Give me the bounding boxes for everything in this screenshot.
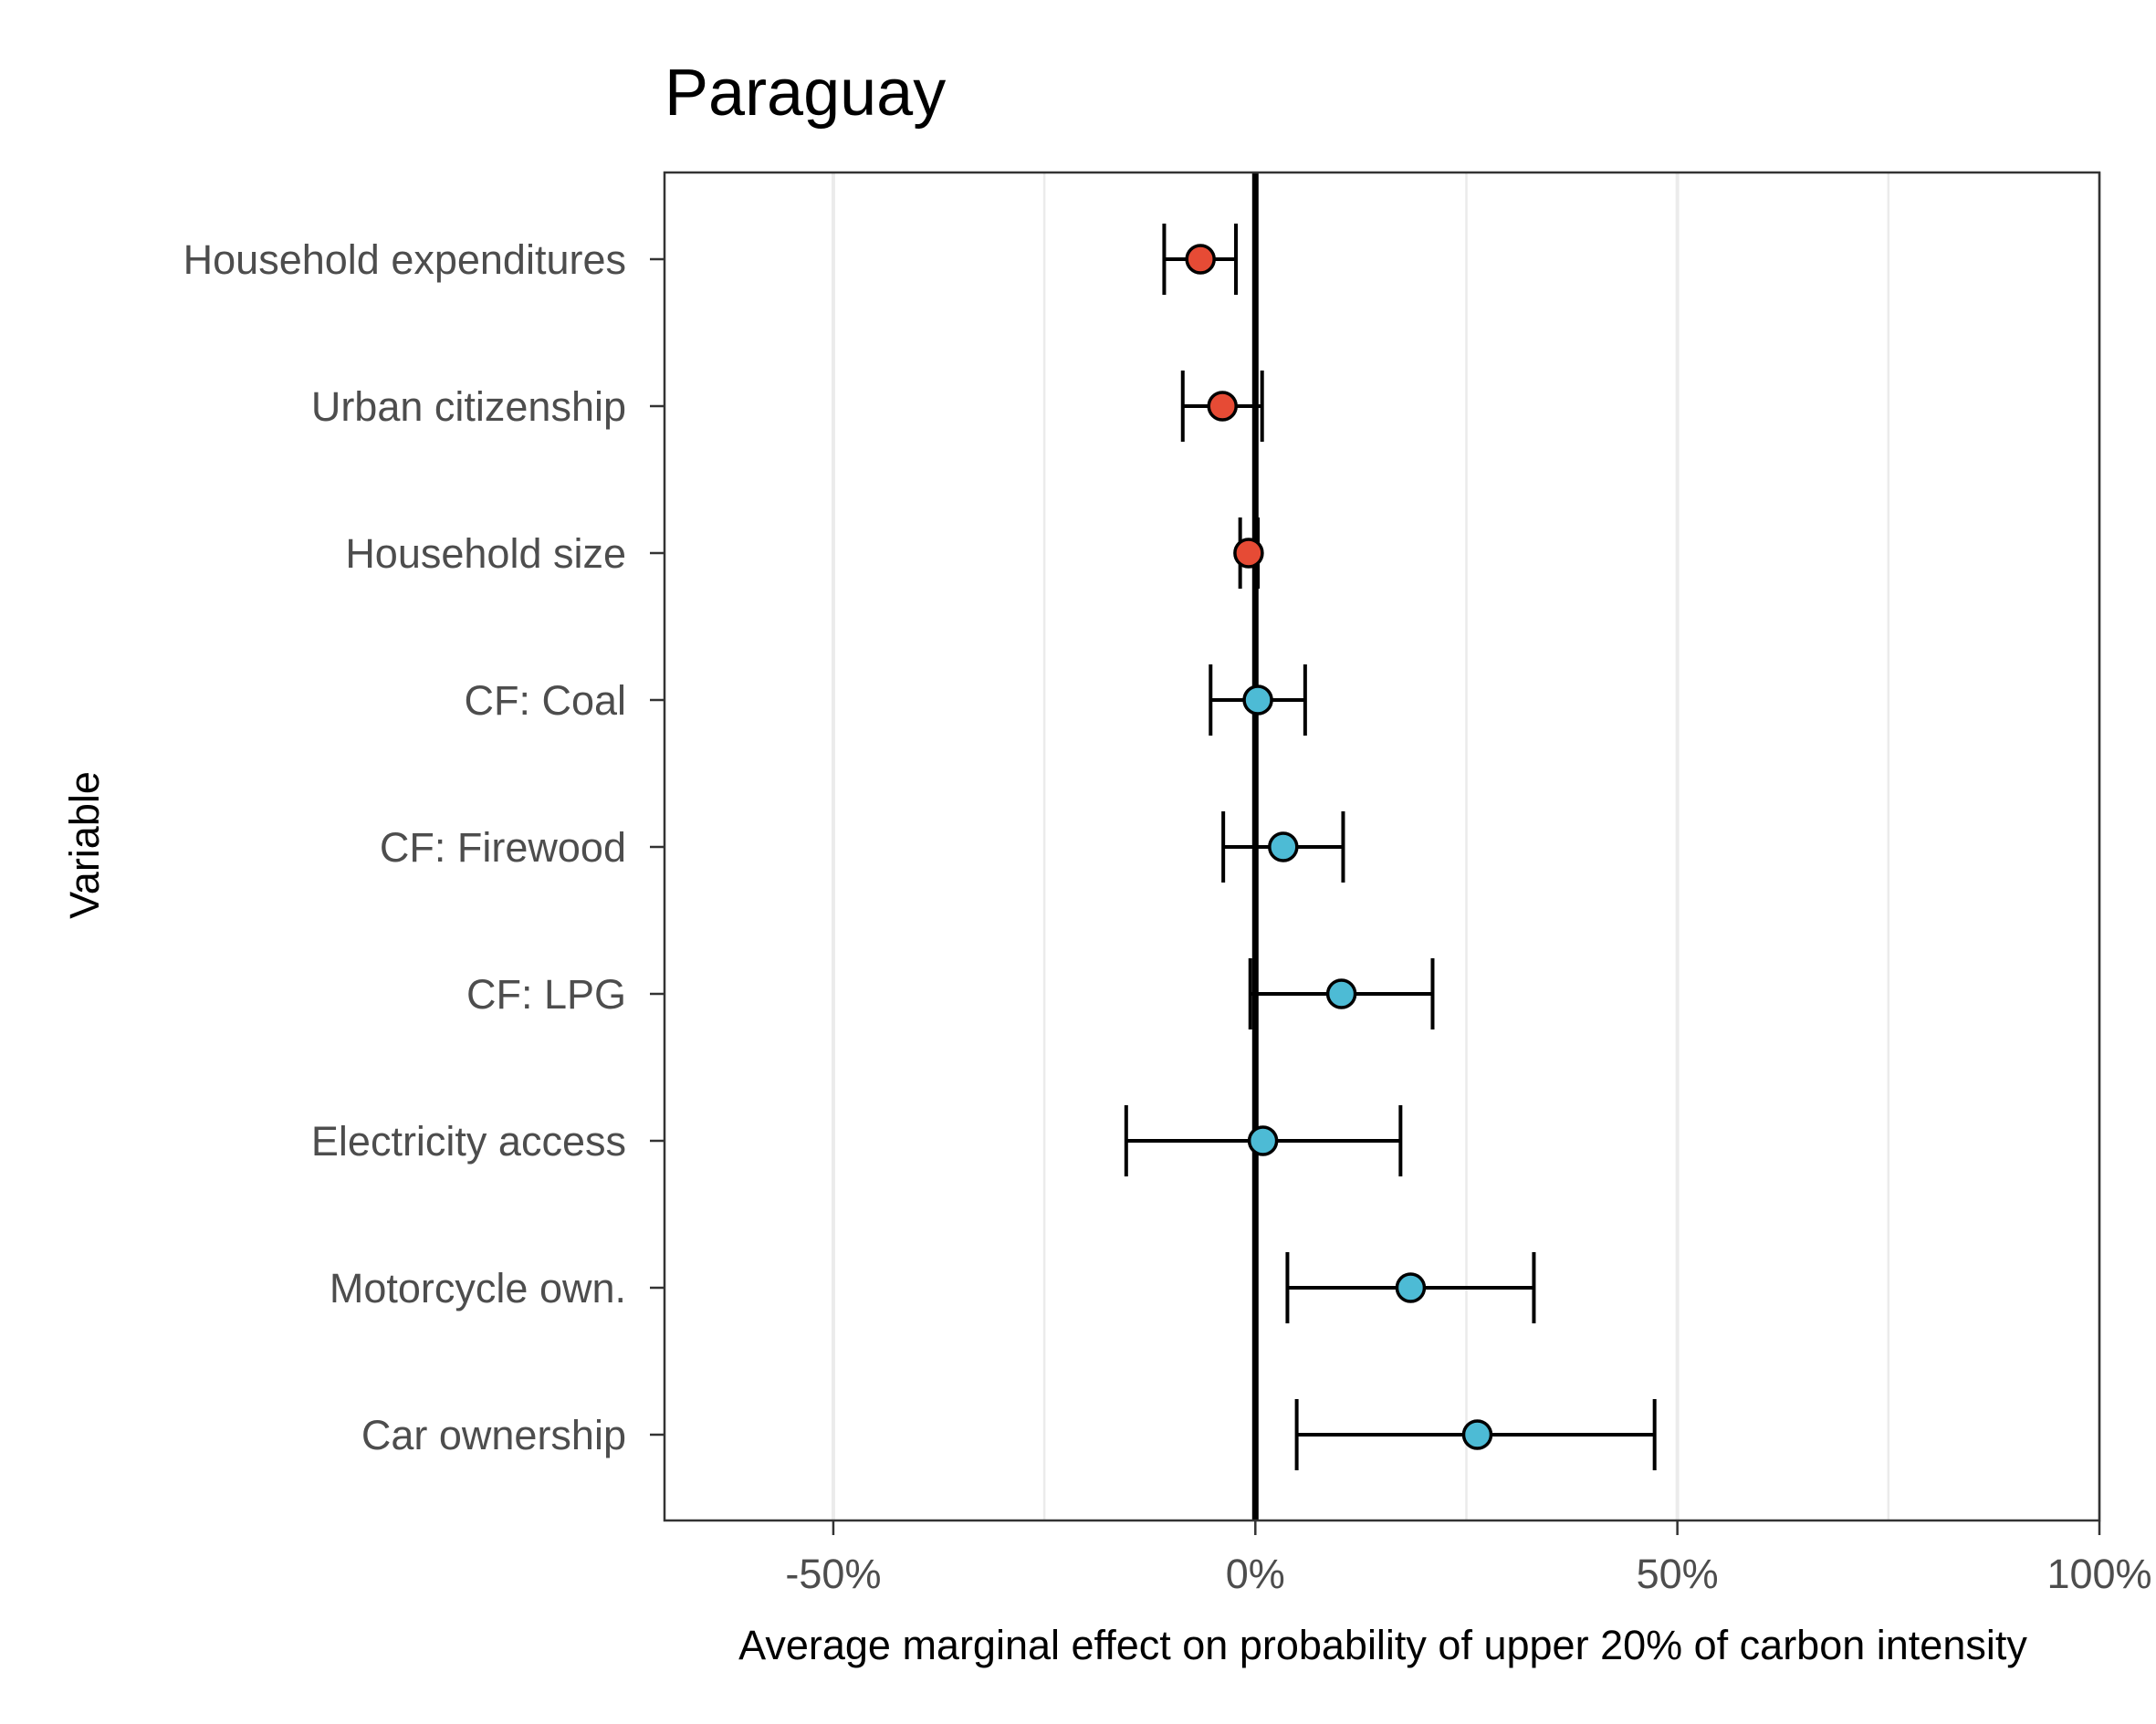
estimate-0 <box>1162 224 1239 295</box>
x-axis: -50% 0% 50% 100% <box>785 1520 2152 1597</box>
y-tick-label: Urban citizenship <box>311 383 626 430</box>
y-tick-label: Household size <box>345 530 626 577</box>
estimate-6 <box>1124 1105 1403 1176</box>
estimate-2 <box>1233 517 1264 589</box>
grid-lines <box>831 172 2101 1520</box>
estimate-point <box>1242 684 1273 716</box>
y-tick-label: Motorcycle own. <box>330 1265 626 1311</box>
estimate-point <box>1461 1419 1493 1450</box>
estimate-point <box>1247 1125 1279 1156</box>
y-tick-label: CF: Coal <box>464 677 626 724</box>
estimate-1 <box>1180 371 1264 442</box>
x-tick-label: -50% <box>785 1551 881 1597</box>
estimate-point <box>1268 831 1299 862</box>
estimate-point <box>1325 978 1357 1009</box>
estimate-8 <box>1294 1399 1657 1470</box>
estimate-point <box>1207 391 1238 422</box>
y-tick-label: CF: LPG <box>466 971 626 1018</box>
estimate-7 <box>1285 1252 1536 1323</box>
y-tick-label: CF: Firewood <box>380 824 626 871</box>
estimates-layer <box>1124 224 1657 1470</box>
estimate-point <box>1395 1272 1427 1303</box>
estimate-5 <box>1248 958 1435 1029</box>
y-axis-label: Variable <box>61 771 108 919</box>
x-axis-label: Average marginal effect on probability o… <box>738 1622 2027 1668</box>
x-tick-label: 100% <box>2046 1551 2151 1597</box>
estimate-point <box>1185 244 1216 275</box>
y-tick-label: Car ownership <box>361 1412 626 1458</box>
y-tick-label: Electricity access <box>311 1118 626 1165</box>
chart-title: Paraguay <box>665 57 946 130</box>
plot-panel <box>663 171 2101 1522</box>
y-tick-label: Household expenditures <box>183 236 626 283</box>
estimate-point <box>1233 538 1264 569</box>
y-axis: Household expenditures Urban citizenship H… <box>183 236 665 1458</box>
estimate-3 <box>1209 664 1307 736</box>
estimate-4 <box>1221 811 1345 883</box>
x-tick-label: 0% <box>1226 1551 1285 1597</box>
x-tick-label: 50% <box>1637 1551 1719 1597</box>
